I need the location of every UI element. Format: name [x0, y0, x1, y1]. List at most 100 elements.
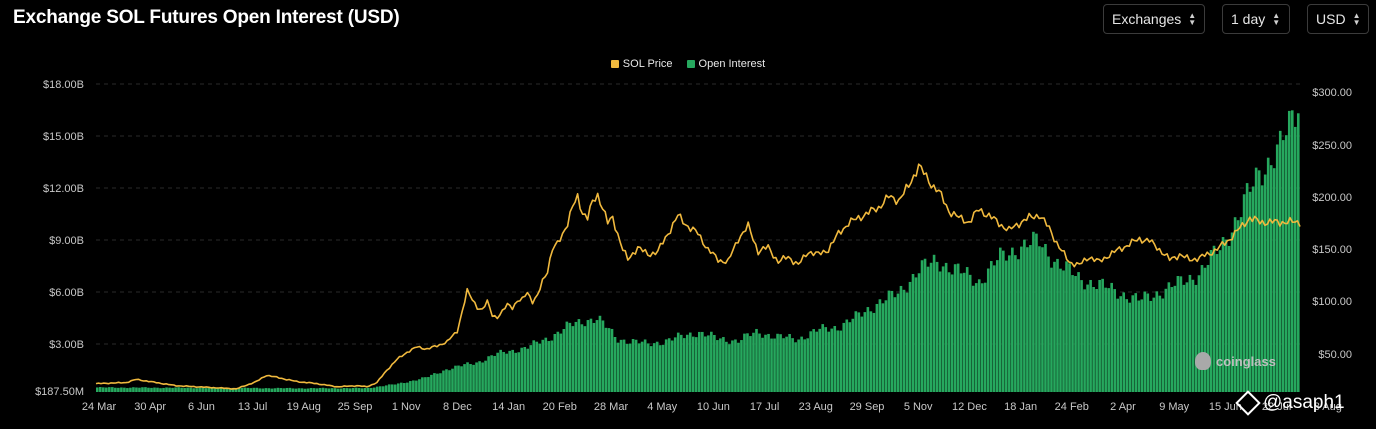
coinglass-logo-icon	[1195, 352, 1211, 370]
oi-bar	[345, 388, 349, 392]
oi-bar	[971, 285, 975, 392]
oi-bar	[800, 336, 803, 392]
oi-bar	[1284, 135, 1288, 392]
oi-bar	[387, 384, 391, 392]
oi-bar	[917, 273, 921, 392]
oi-bar	[881, 303, 885, 392]
oi-bar	[237, 388, 241, 392]
oi-bar	[213, 387, 216, 392]
oi-bar	[541, 339, 545, 392]
oi-bar	[261, 388, 265, 392]
oi-bar	[321, 387, 325, 392]
oi-bar	[183, 387, 186, 392]
oi-bar	[854, 311, 858, 392]
oi-bar	[390, 384, 394, 392]
oi-bar	[670, 340, 674, 392]
oi-bar	[953, 264, 957, 392]
y-right-tick-label: $200.00	[1312, 192, 1352, 204]
oi-bar	[743, 333, 746, 392]
oi-bar	[363, 387, 367, 392]
oi-bar	[400, 382, 403, 392]
oi-bar	[1080, 280, 1083, 392]
oi-bar	[234, 388, 238, 392]
oi-bar	[980, 283, 984, 392]
exchanges-select[interactable]: Exchanges ▲ ▼	[1103, 4, 1205, 34]
oi-bar	[694, 337, 698, 392]
oi-bar	[144, 387, 147, 392]
oi-bar	[1170, 287, 1174, 392]
oi-bar	[842, 322, 846, 392]
oi-bar	[1254, 167, 1258, 392]
oi-bar	[613, 336, 617, 392]
oi-bar	[553, 334, 557, 392]
oi-bar	[1017, 259, 1020, 392]
oi-bar	[523, 347, 527, 392]
oi-bar	[336, 388, 340, 392]
oi-bar	[381, 386, 385, 392]
oi-bar	[1125, 299, 1129, 392]
oi-bar	[418, 379, 421, 392]
oi-bar	[770, 338, 773, 392]
oi-bar	[273, 388, 277, 392]
legend-label-oi: Open Interest	[698, 58, 766, 70]
oi-bar	[688, 332, 692, 392]
oi-bar	[764, 334, 767, 392]
oi-bar	[454, 365, 457, 392]
oi-bar	[177, 387, 180, 392]
oi-bar	[493, 355, 496, 392]
oi-bar	[713, 334, 716, 392]
oi-bar	[1263, 174, 1267, 392]
oi-bar	[1155, 291, 1159, 392]
oi-bar	[339, 388, 343, 392]
legend-item-price[interactable]: SOL Price	[610, 58, 673, 70]
oi-bar	[1098, 279, 1101, 392]
oi-bar	[469, 364, 472, 392]
oi-bar	[1104, 287, 1107, 392]
oi-bar	[342, 388, 346, 392]
oi-bar	[758, 333, 761, 392]
oi-bar	[577, 319, 581, 392]
oi-bar	[243, 387, 247, 392]
currency-select[interactable]: USD ▲ ▼	[1307, 4, 1369, 34]
oi-bar	[351, 387, 355, 392]
oi-bar	[761, 337, 764, 392]
oi-bar	[935, 261, 939, 392]
oi-bar	[839, 330, 843, 392]
oi-bar	[1143, 291, 1147, 392]
y-left-tick-label: $6.00B	[49, 287, 84, 299]
oi-bar	[646, 343, 650, 392]
oi-bar	[995, 260, 999, 392]
oi-bar	[788, 334, 791, 392]
oi-bar	[947, 272, 951, 392]
oi-bar	[698, 331, 701, 392]
currency-select-label: USD	[1316, 11, 1346, 27]
price-line	[95, 163, 1301, 390]
oi-bar	[583, 326, 587, 392]
oi-bar	[96, 387, 99, 392]
y-right-tick-label: $150.00	[1312, 244, 1352, 256]
oi-bar	[601, 320, 605, 392]
oi-bar	[1041, 247, 1044, 392]
oi-bar	[282, 388, 286, 392]
oi-bar	[141, 387, 144, 392]
x-axis: 24 Mar 30 Apr 6 Jun 13 Jul 19 Aug 25 Sep 1 Nov…	[82, 401, 1342, 413]
legend-item-oi[interactable]: Open Interest	[686, 58, 766, 70]
interval-select[interactable]: 1 day ▲ ▼	[1222, 4, 1290, 34]
oi-bar	[746, 333, 749, 392]
oi-bar	[710, 331, 713, 392]
oi-bar	[1215, 254, 1219, 392]
oi-bar	[279, 388, 283, 392]
oi-bar	[505, 353, 508, 392]
oi-bar	[111, 387, 114, 392]
oi-bar	[129, 387, 132, 392]
oi-bar	[634, 339, 638, 392]
oi-bar	[779, 334, 782, 392]
oi-bar	[369, 387, 373, 392]
oi-bar	[965, 267, 969, 392]
oi-bar	[270, 388, 274, 392]
oi-bar	[159, 388, 162, 392]
oi-bar	[439, 373, 442, 392]
oi-bar	[300, 388, 304, 392]
oi-bar	[1011, 247, 1014, 392]
oi-bar	[956, 263, 960, 392]
